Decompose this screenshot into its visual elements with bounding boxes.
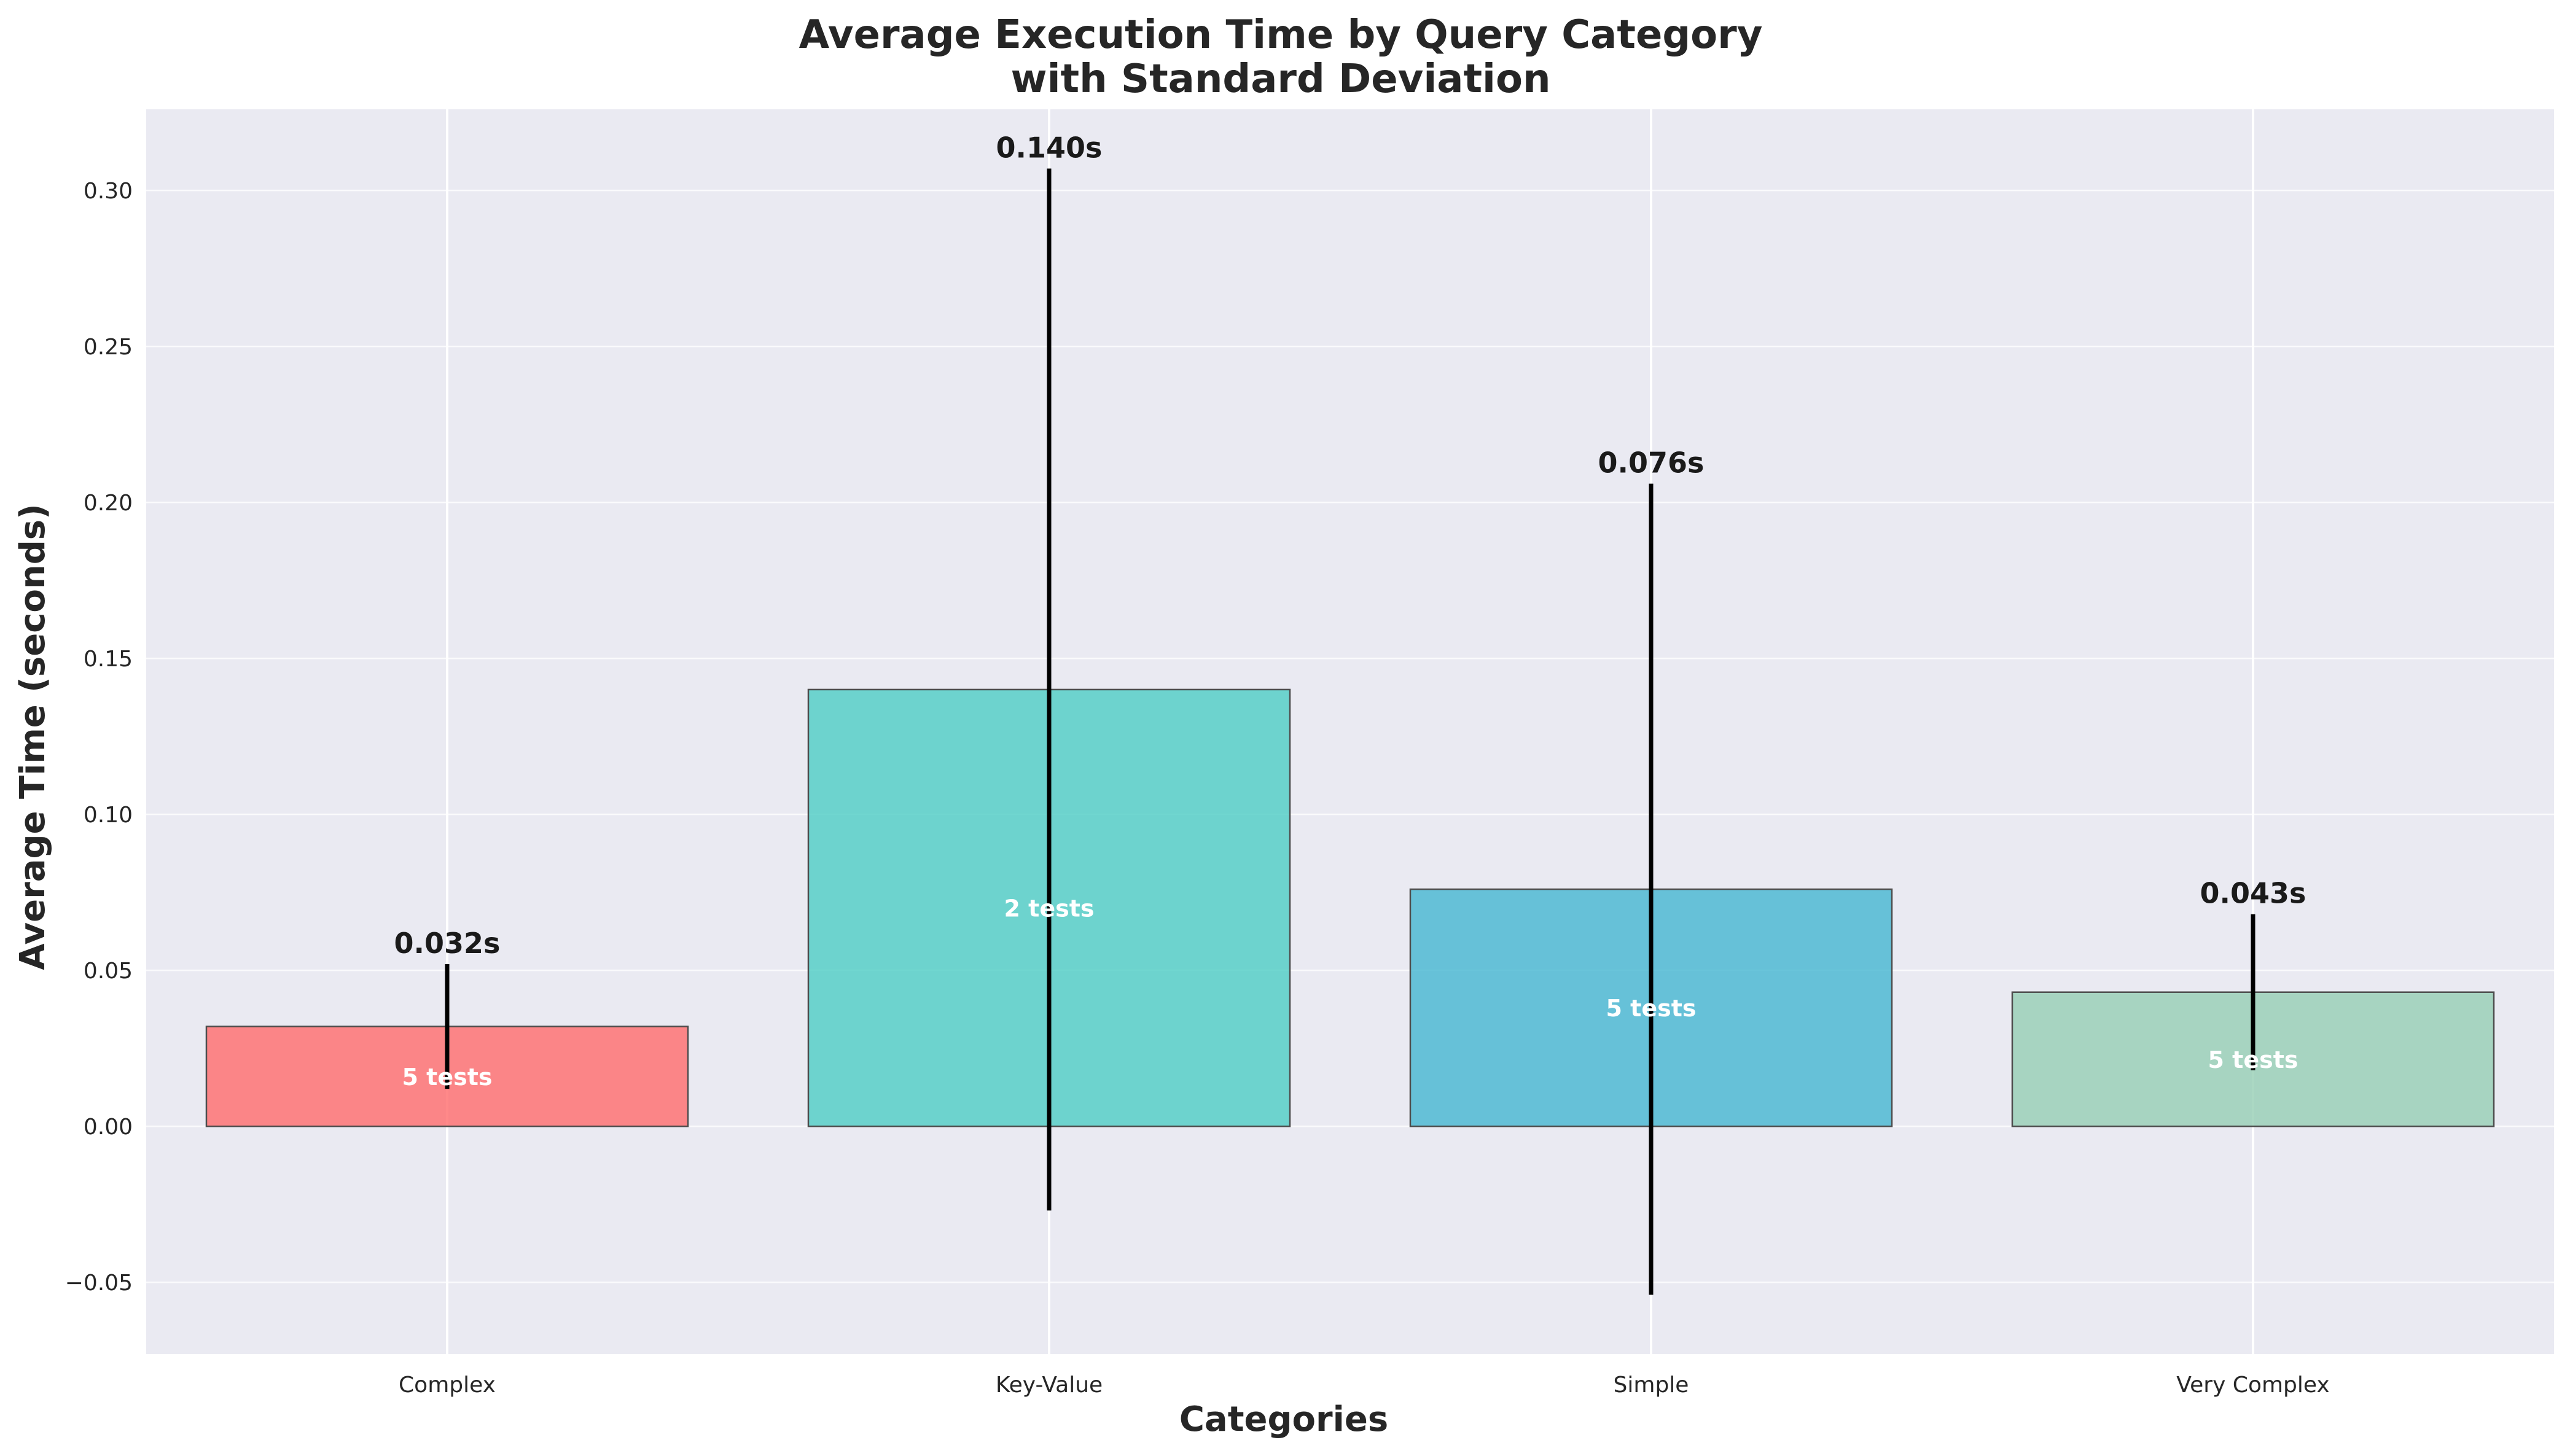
x-axis-label: Categories (1179, 1400, 1388, 1439)
x-tick-label: Very Complex (2176, 1372, 2329, 1398)
x-tick-label: Key-Value (996, 1372, 1103, 1398)
y-tick-label: 0.05 (84, 959, 133, 984)
count-label: 5 tests (402, 1064, 492, 1091)
y-tick-label: 0.10 (84, 803, 133, 828)
value-label: 0.076s (1598, 446, 1705, 480)
y-tick-label: 0.15 (84, 647, 133, 672)
y-tick-label: 0.30 (84, 179, 133, 204)
x-tick-label: Complex (399, 1372, 496, 1398)
y-tick-label: 0.00 (84, 1115, 133, 1140)
value-label: 0.032s (394, 927, 501, 960)
y-tick-label: −0.05 (65, 1271, 133, 1296)
chart-subtitle: with Standard Deviation (1010, 56, 1550, 102)
value-label: 0.043s (2200, 877, 2306, 910)
count-label: 5 tests (2208, 1046, 2298, 1073)
plot-area (146, 109, 2554, 1354)
y-tick-label: 0.20 (84, 491, 133, 516)
x-tick-label: Simple (1614, 1372, 1689, 1398)
chart-title: Average Execution Time by Query Category (799, 12, 1763, 58)
count-label: 5 tests (1606, 995, 1696, 1022)
y-axis-label: Average Time (seconds) (13, 504, 53, 970)
y-tick-label: 0.25 (84, 335, 133, 360)
value-label: 0.140s (996, 131, 1103, 165)
count-label: 2 tests (1004, 895, 1094, 922)
